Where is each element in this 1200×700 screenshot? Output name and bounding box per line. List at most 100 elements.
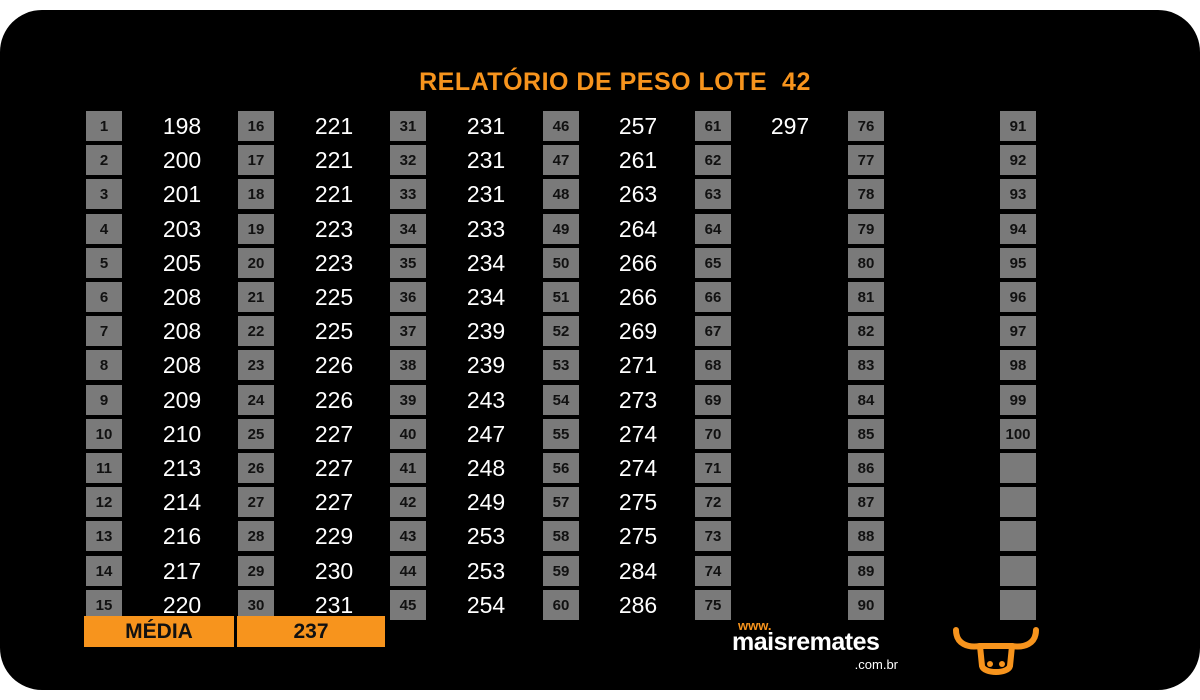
weight-value: 216 [162,522,202,549]
lot-number-box: 73 [695,521,731,551]
lot-number-box: 67 [695,316,731,346]
lot-number-box: 36 [390,282,426,312]
weight-value: 271 [618,351,658,378]
lot-number-box: 37 [390,316,426,346]
weight-value: 249 [466,488,506,515]
lot-number-box: 39 [390,385,426,415]
lot-number-box: 68 [695,350,731,380]
lot-number-box: 7 [86,316,122,346]
lot-number-box: 41 [390,453,426,483]
lot-number-box: 8 [86,350,122,380]
lot-number-box: 3 [86,179,122,209]
lot-number-box: 53 [543,350,579,380]
lot-number-box: 42 [390,487,426,517]
weight-value: 225 [314,283,354,310]
lot-number-box: 87 [848,487,884,517]
lot-number-box: 18 [238,179,274,209]
lot-number-box: 56 [543,453,579,483]
lot-number-box: 74 [695,556,731,586]
lot-number-box: 75 [695,590,731,620]
lot-number-box: 62 [695,145,731,175]
lot-number-box: 94 [1000,214,1036,244]
weight-value: 275 [618,522,658,549]
lot-number-box: 34 [390,214,426,244]
lot-number-box: 95 [1000,248,1036,278]
lot-number-box: 66 [695,282,731,312]
weight-value: 214 [162,488,202,515]
lot-number-box: 70 [695,419,731,449]
weight-value: 264 [618,215,658,242]
lot-number-box: 97 [1000,316,1036,346]
weight-value: 248 [466,454,506,481]
lot-number-box: 46 [543,111,579,141]
weight-value: 247 [466,420,506,447]
lot-number-box: 44 [390,556,426,586]
lot-number-box: 45 [390,590,426,620]
lot-number-box: 11 [86,453,122,483]
report-card: RELATÓRIO DE PESO LOTE 42 1 198 2 200 3 201 4 2… [0,10,1200,690]
weight-value: 234 [466,249,506,276]
lot-number-box: 77 [848,145,884,175]
bull-head-icon [953,627,1039,675]
lot-number-box: 50 [543,248,579,278]
lot-number-box: 24 [238,385,274,415]
weight-value: 210 [162,420,202,447]
weight-value: 220 [162,591,202,618]
lot-number-box: 63 [695,179,731,209]
lot-number-box: 59 [543,556,579,586]
lot-number-box: 86 [848,453,884,483]
weight-value: 227 [314,454,354,481]
lot-number-box: 92 [1000,145,1036,175]
weight-value: 243 [466,386,506,413]
weight-value: 221 [314,180,354,207]
lot-number-box: 14 [86,556,122,586]
lot-number-box: 28 [238,521,274,551]
lot-number-box: 2 [86,145,122,175]
weight-value: 261 [618,146,658,173]
empty-box [1000,590,1036,620]
lot-number-box: 10 [86,419,122,449]
lot-number-box: 40 [390,419,426,449]
weight-value: 274 [618,454,658,481]
weight-value: 225 [314,317,354,344]
weight-value: 230 [314,557,354,584]
weight-value: 217 [162,557,202,584]
lot-number-box: 16 [238,111,274,141]
lot-number-box: 85 [848,419,884,449]
lot-number-box: 5 [86,248,122,278]
lot-number-box: 19 [238,214,274,244]
lot-number-box: 98 [1000,350,1036,380]
weight-value: 213 [162,454,202,481]
logo-name: maisremates [732,628,880,656]
weight-value: 297 [770,112,810,139]
weight-value: 253 [466,522,506,549]
weight-value: 201 [162,180,202,207]
weight-value: 223 [314,249,354,276]
weight-value: 208 [162,351,202,378]
weight-value: 226 [314,351,354,378]
lot-number-box: 71 [695,453,731,483]
lot-number-box: 49 [543,214,579,244]
weight-value: 227 [314,420,354,447]
weight-value: 273 [618,386,658,413]
lot-number-box: 35 [390,248,426,278]
lot-number-box: 4 [86,214,122,244]
lot-number-box: 12 [86,487,122,517]
logo-www: www. [738,618,772,633]
weight-value: 203 [162,215,202,242]
average-value: 237 [237,616,385,647]
lot-number-box: 80 [848,248,884,278]
weight-value: 198 [162,112,202,139]
lot-number-box: 81 [848,282,884,312]
lot-number-box: 9 [86,385,122,415]
logo-domain: .com.br [854,657,898,672]
weight-value: 200 [162,146,202,173]
lot-number-box: 79 [848,214,884,244]
weight-value: 208 [162,317,202,344]
weight-value: 239 [466,351,506,378]
lot-number-box: 99 [1000,385,1036,415]
lot-number-box: 6 [86,282,122,312]
weight-value: 254 [466,591,506,618]
lot-number-box: 27 [238,487,274,517]
lot-number-box: 48 [543,179,579,209]
